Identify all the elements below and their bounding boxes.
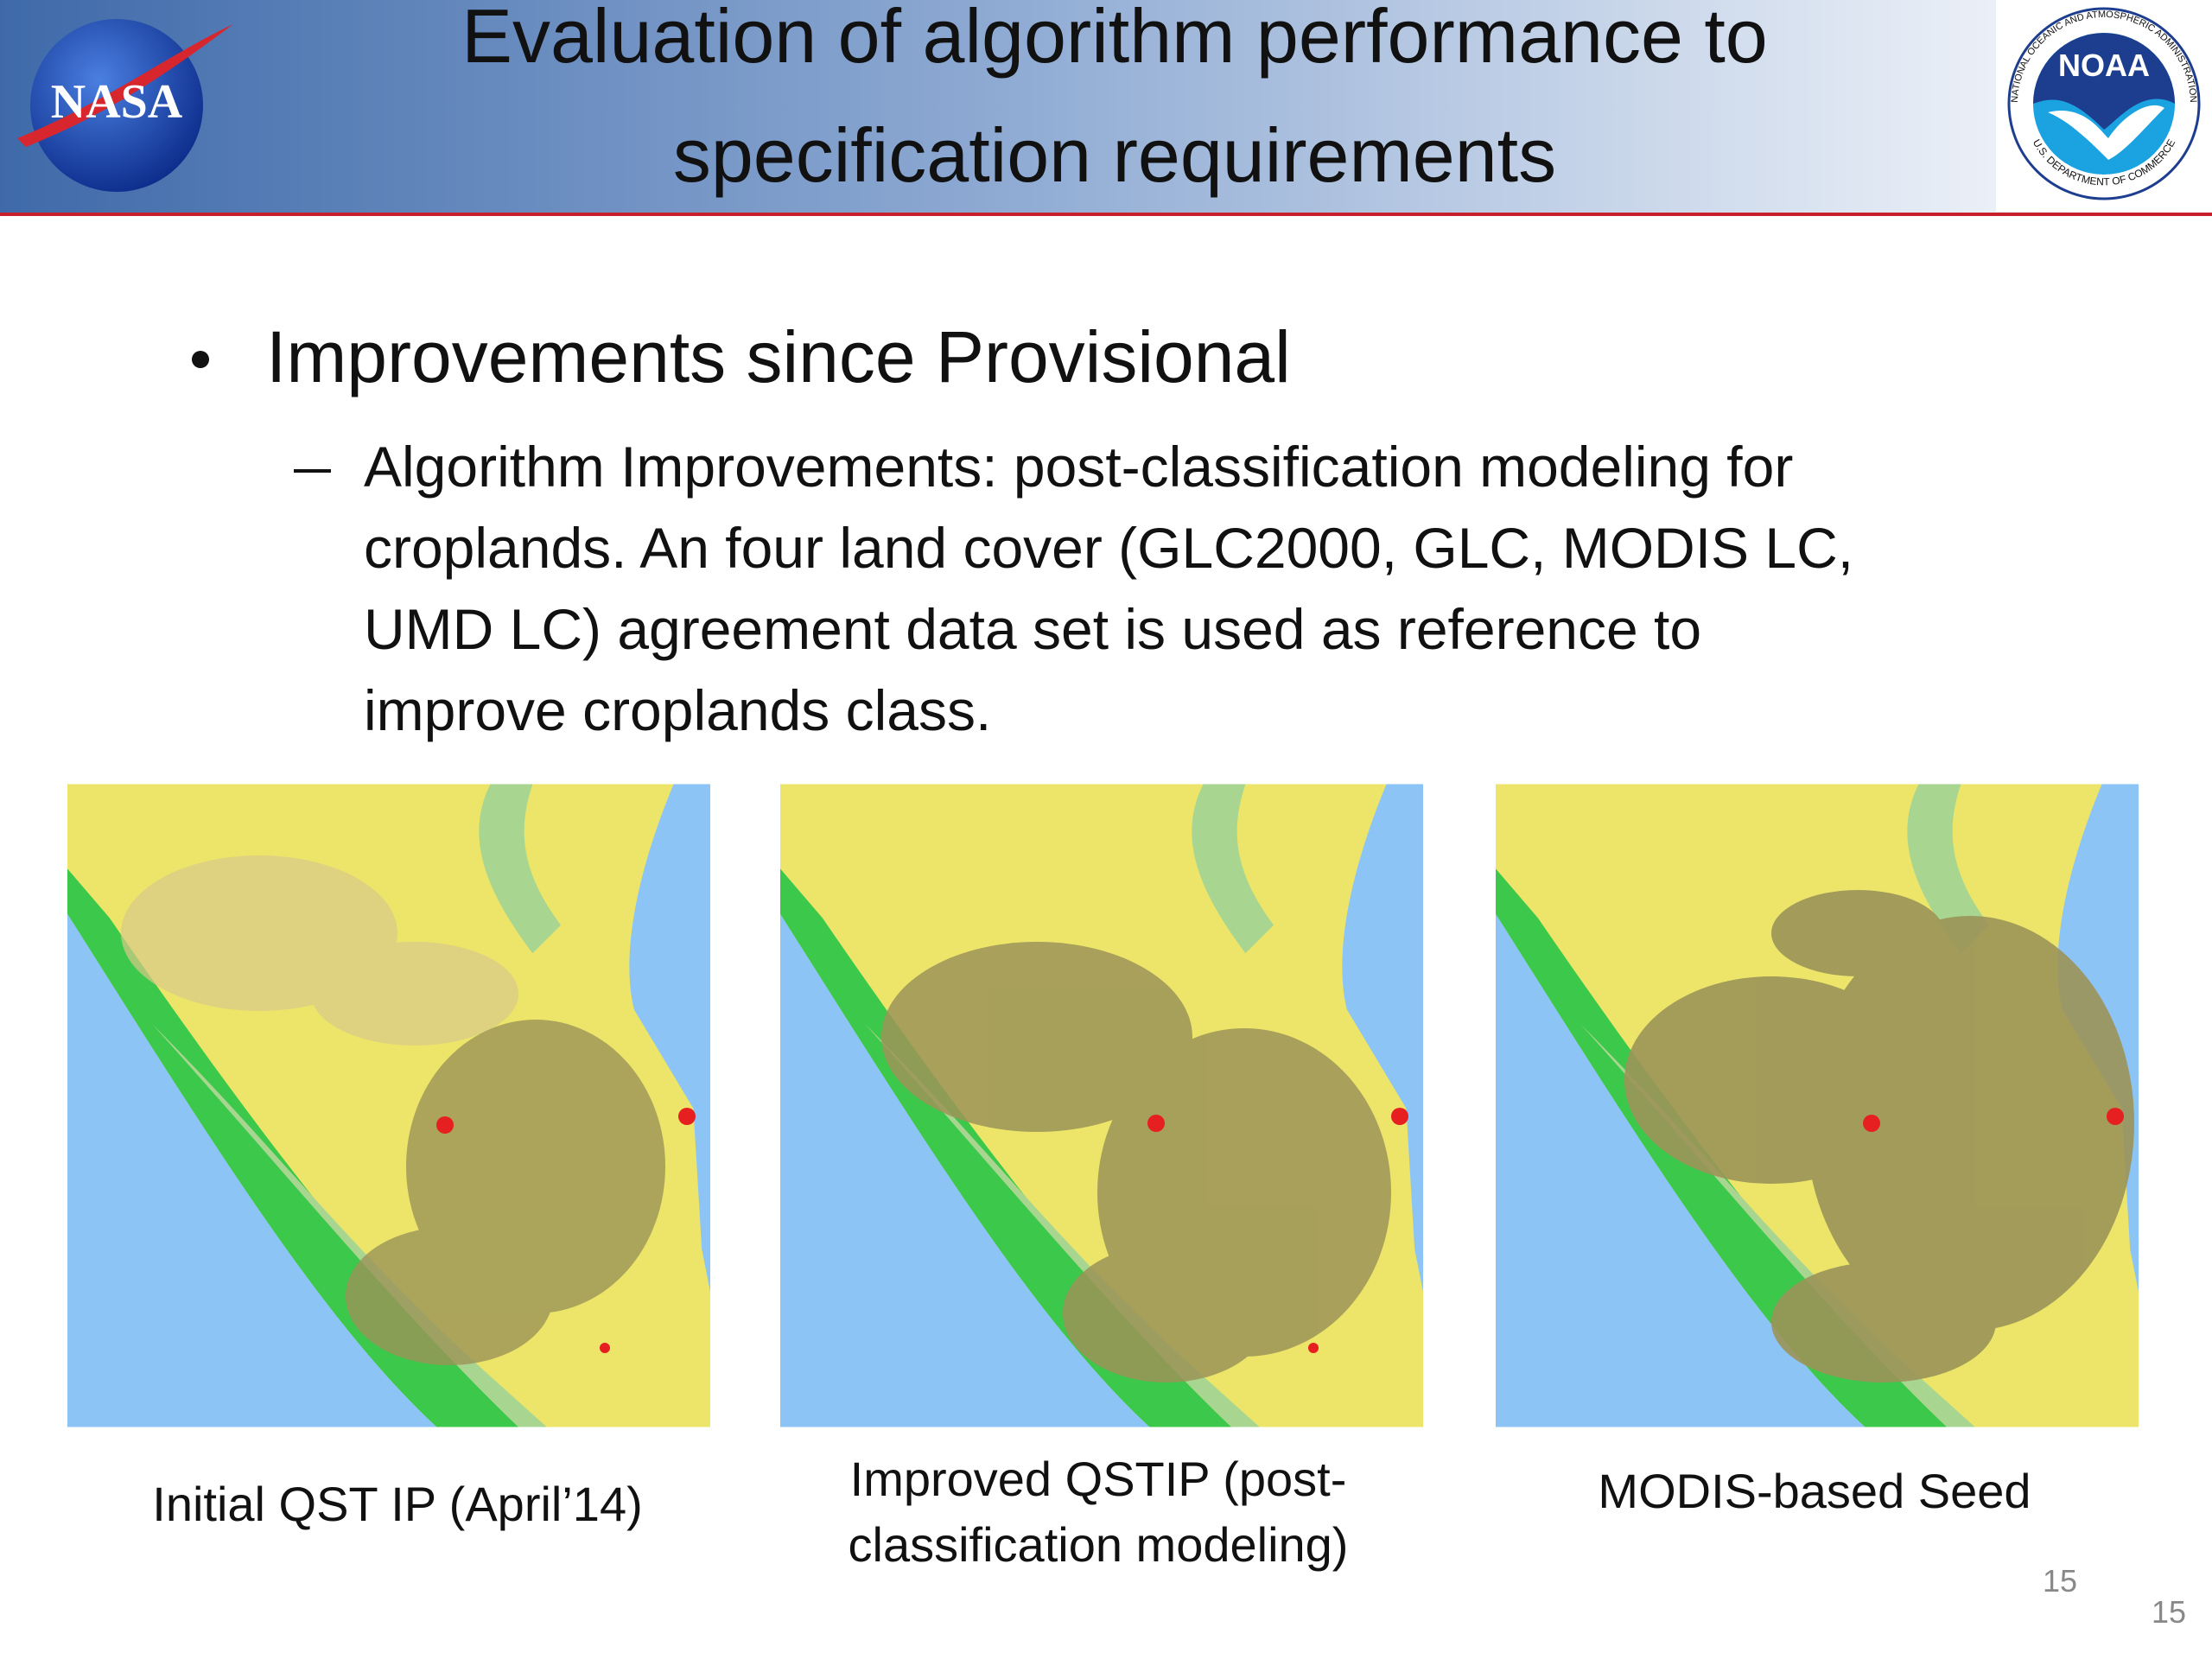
bullet-dot — [192, 351, 209, 368]
page-number: 15 — [2152, 1594, 2186, 1630]
figure-caption: Initial QST IP (April’14) — [152, 1477, 642, 1531]
title-line: Evaluation of algorithm performance to — [461, 0, 1767, 79]
noaa-wordmark: NOAA — [2058, 48, 2150, 83]
figure-caption: Improved QSTIP (post- — [850, 1452, 1347, 1506]
sub-bullet-line: improve croplands class. — [364, 678, 991, 742]
sub-bullet-line: UMD LC) agreement data set is used as re… — [364, 597, 1701, 661]
nasa-wordmark: NASA — [51, 75, 183, 129]
noaa-logo: NATIONAL OCEANIC AND ATMOSPHERIC ADMINIS… — [1996, 0, 2212, 212]
sub-bullet-line: Algorithm Improvements: post-classificat… — [364, 435, 1793, 499]
figure-caption: classification modeling) — [849, 1517, 1349, 1572]
figure-caption: MODIS-based Seed — [1598, 1464, 2031, 1518]
bullet-text: Improvements since Provisional — [266, 316, 1291, 397]
map-image — [780, 784, 1423, 1427]
header-band — [0, 0, 2212, 214]
page-number: 15 — [2043, 1563, 2077, 1599]
title-line: specification requirements — [673, 112, 1556, 198]
map-image — [67, 784, 710, 1427]
nasa-logo: NASA — [17, 19, 233, 192]
sub-bullet-line: croplands. An four land cover (GLC2000, … — [364, 516, 1853, 580]
map-image — [1496, 784, 2139, 1427]
